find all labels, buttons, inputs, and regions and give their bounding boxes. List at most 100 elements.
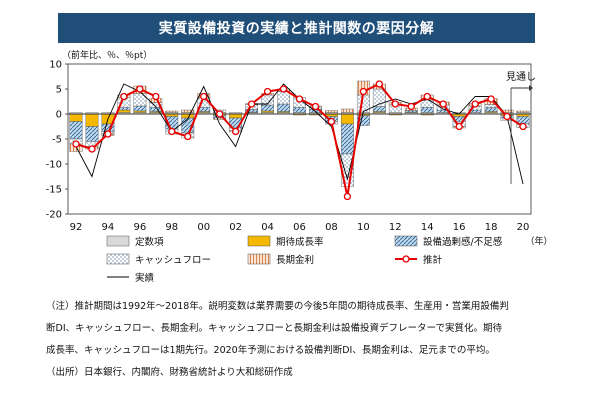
- estimate-point: [88, 145, 96, 153]
- estimate-point: [407, 102, 415, 111]
- estimate-point: [168, 127, 176, 136]
- bar-capacity: [420, 107, 434, 113]
- y-tick-label: 0: [56, 110, 62, 121]
- bar-growth: [181, 113, 195, 119]
- bar-capacity: [133, 105, 147, 112]
- forecast-arrow-head: [529, 85, 534, 91]
- x-tick-label: 12: [389, 222, 402, 233]
- y-unit-label: （前年比、％、％pt）: [62, 49, 152, 61]
- bar-cashflow: [420, 99, 434, 108]
- estimate-point: [375, 80, 383, 88]
- chart-title: 実質設備投資の実績と推計関数の要因分解: [158, 21, 435, 37]
- bar-growth: [229, 113, 243, 119]
- bar-capacity: [261, 104, 274, 112]
- estimate-point: [311, 102, 320, 111]
- legend-marker-estimate: [402, 255, 410, 263]
- bar-growth: [85, 113, 99, 127]
- chart-svg: 10 5 0 -5 -10 -15 -20 （前年比、％、％pt） 92 94 96 98 00 02 04…: [46, 49, 553, 284]
- bar-capacity: [356, 115, 370, 126]
- x-tick-label: 20: [517, 222, 530, 233]
- bar-capacity: [404, 110, 418, 113]
- y-tick-label: 5: [56, 85, 62, 96]
- estimate-point: [471, 100, 479, 108]
- estimate-point: [72, 140, 80, 148]
- bar-rate: [213, 117, 227, 120]
- bar-growth: [69, 113, 83, 122]
- x-tick-label: 06: [293, 222, 306, 233]
- bar-capacity: [372, 106, 386, 112]
- estimate-point: [359, 87, 368, 96]
- note-line-3: 成長率、キャッシュフローは1期先行。2020年予測における設備判断DI、長期金利…: [46, 345, 495, 356]
- bar-capacity: [69, 121, 83, 140]
- y-tick-label: -10: [46, 160, 62, 171]
- estimate-point: [104, 130, 112, 138]
- bar-capacity: [484, 107, 498, 112]
- x-tick-label: 94: [102, 222, 115, 233]
- legend-label-rate: 長期金利: [276, 254, 314, 266]
- estimate-point: [343, 192, 352, 201]
- bar-capacity: [85, 126, 99, 142]
- x-tick-label: 02: [229, 222, 242, 233]
- notes-block: （注）推計期間は1992年～2018年。説明変数は業界需要の今後5年間の期待成長…: [46, 296, 578, 384]
- x-tick-label: 14: [421, 222, 434, 233]
- y-tick-label: -15: [46, 185, 62, 196]
- x-tick-label: 00: [197, 222, 210, 233]
- estimate-point: [136, 85, 144, 93]
- bar-capacity: [340, 123, 354, 155]
- estimate-point: [327, 117, 336, 126]
- bar-cashflow: [277, 91, 290, 105]
- bar-growth: [340, 113, 354, 125]
- note-line-1: （注）推計期間は1992年～2018年。説明変数は業界需要の今後5年間の期待成長…: [46, 301, 509, 312]
- x-tick-label: 10: [357, 222, 370, 233]
- bar-rate: [516, 110, 530, 113]
- estimate-point: [216, 110, 224, 118]
- y-tick-label: -20: [46, 210, 62, 221]
- y-tick-label: 10: [49, 60, 62, 71]
- source-line: （出所）日本銀行、内閣府、財務省統計より大和総研作成: [46, 367, 293, 378]
- bar-rate: [181, 109, 195, 113]
- legend-swatch-growth: [247, 235, 271, 247]
- x-tick-label: 96: [133, 222, 146, 233]
- bar-growth: [117, 109, 131, 113]
- x-tick-label: 98: [165, 222, 178, 233]
- estimate-point: [231, 127, 240, 136]
- x-unit-label: （年）: [525, 235, 552, 247]
- x-tick-label: 08: [325, 222, 338, 233]
- bar-rate: [500, 109, 514, 113]
- estimate-point: [503, 112, 511, 121]
- estimate-point: [391, 100, 399, 108]
- x-tick-label: 92: [70, 222, 83, 233]
- estimate-point: [184, 132, 192, 141]
- estimate-point: [120, 92, 128, 101]
- bar-rate: [325, 110, 338, 113]
- legend-label-growth: 期待成長率: [276, 236, 324, 248]
- estimate-point: [263, 87, 272, 96]
- legend-swatch-rate: [247, 253, 271, 265]
- estimate-point: [423, 92, 431, 101]
- legend-label-capacity: 設備過剰感/不足感: [423, 236, 503, 248]
- estimate-point: [487, 95, 495, 103]
- estimate-point: [295, 95, 304, 103]
- x-tick-label: 16: [453, 222, 466, 233]
- y-tick-label: -5: [52, 135, 62, 146]
- legend-label-estimate: 推計: [423, 254, 443, 266]
- estimate-point: [200, 92, 208, 101]
- estimate-point: [247, 100, 256, 108]
- legend-label-const: 定数項: [135, 236, 164, 248]
- forecast-label: 見通し: [506, 71, 536, 83]
- bar-growth: [133, 110, 147, 113]
- estimate-point: [455, 122, 463, 131]
- chart-title-banner: 実質設備投資の実績と推計関数の要因分解: [58, 13, 535, 43]
- note-line-2: 断DI、キャッシュフロー、長期金利。キャッシュフローと長期金利は設備投資デフレー…: [46, 323, 502, 334]
- bar-capacity: [293, 107, 306, 113]
- estimate-point: [279, 85, 288, 93]
- estimate-point: [519, 122, 527, 131]
- legend-label-cashflow: キャッシュフロー: [135, 255, 211, 266]
- bar-capacity: [277, 103, 290, 112]
- legend-swatch-capacity: [394, 235, 418, 247]
- bar-growth: [261, 110, 274, 113]
- estimate-point: [152, 92, 160, 101]
- x-tick-label: 18: [485, 222, 498, 233]
- legend-swatch-const: [106, 235, 130, 247]
- bar-rate: [165, 110, 179, 113]
